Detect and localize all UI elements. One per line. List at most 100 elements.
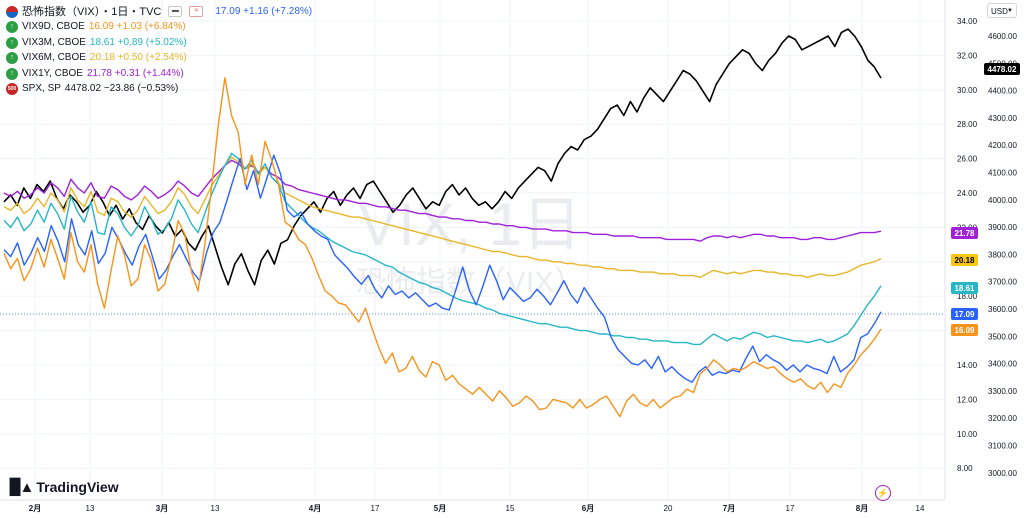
series-line-vix1y xyxy=(3,159,882,242)
chart-watermark: VIX, 1日 恐怖指数（VIX） xyxy=(356,191,584,299)
series-line-vix9d xyxy=(3,77,882,418)
arrow-up-icon: ↑ xyxy=(6,67,18,80)
index-axis-tick: 4100.00 xyxy=(988,169,1017,178)
legend-value: 4478.02 −23.86 (−0.53%) xyxy=(64,83,179,95)
time-axis-tick: 5月 xyxy=(434,504,446,513)
time-axis-tick: 13 xyxy=(211,504,220,513)
price-label-box xyxy=(951,227,978,239)
brand-name: TradingView xyxy=(36,479,119,495)
legend-symbol: VIX1Y, CBOE xyxy=(22,67,83,79)
vix-axis-tick: 14.00 xyxy=(957,361,978,370)
chevron-down-icon: ▼ xyxy=(1007,8,1013,14)
legend-value: 18.61 +0.89 (+5.02%) xyxy=(89,36,187,48)
index-axis-tick: 3500.00 xyxy=(988,332,1017,341)
vix-axis-tick: 12.00 xyxy=(957,395,978,404)
us-flag-icon xyxy=(6,5,18,18)
vix-axis-tick: 28.00 xyxy=(957,120,978,129)
arrow-up-icon: ↑ xyxy=(6,21,18,34)
vix-axis-tick: 34.00 xyxy=(957,17,978,26)
legend-row-vix3m[interactable]: ↑ VIX3M, CBOE 18.61 +0.89 (+5.02%) xyxy=(6,35,312,51)
index-axis-tick: 3600.00 xyxy=(988,305,1017,314)
time-axis-tick: 4月 xyxy=(309,504,321,513)
price-label-box xyxy=(951,254,978,266)
legend-value: 21.78 +0.31 (+1.44%) xyxy=(86,67,184,79)
index-axis-tick: 3800.00 xyxy=(988,250,1017,259)
visibility-toggle-icon[interactable]: ▬ xyxy=(168,6,183,18)
legend-value: 16.09 +1.03 (+6.84%) xyxy=(88,21,186,33)
volatility-axis: 34.0032.0030.0028.0026.0024.0022.0020.00… xyxy=(957,17,978,473)
price-label-box xyxy=(984,63,1020,75)
legend: 恐怖指数（VIX）・1日・TVC ▬ ≈ 17.09 +1.16 (+7.28%… xyxy=(6,4,312,97)
time-axis-tick: 17 xyxy=(786,504,795,513)
series-line-vix xyxy=(3,154,882,383)
brand-logo[interactable]: ▉▲ TradingView xyxy=(10,478,119,496)
index-axis-tick: 3200.00 xyxy=(988,414,1017,423)
time-axis-tick: 17 xyxy=(371,504,380,513)
vix-axis-tick: 26.00 xyxy=(957,155,978,164)
arrow-up-icon: ↑ xyxy=(6,36,18,49)
price-label-text: 18.61 xyxy=(954,284,975,293)
last-value-labels: 4478.02 21.78 20.18 18.61 17.09 16.09 xyxy=(951,63,1020,336)
index-axis-tick: 3100.00 xyxy=(988,442,1017,451)
price-label-box xyxy=(951,308,978,320)
currency-selector[interactable]: USD ▼ xyxy=(987,3,1017,18)
vix-axis-tick: 32.00 xyxy=(957,51,978,60)
price-label-text: 17.09 xyxy=(954,310,975,319)
legend-value: 20.18 +0.50 (+2.54%) xyxy=(89,52,187,64)
index-axis-tick: 3300.00 xyxy=(988,387,1017,396)
time-axis-tick: 13 xyxy=(86,504,95,513)
chart-grid xyxy=(0,0,945,500)
index-axis-tick: 4600.00 xyxy=(988,32,1017,41)
currency-label: USD xyxy=(991,7,1008,16)
vix-axis-tick: 18.00 xyxy=(957,292,978,301)
series-line-vix3m xyxy=(3,152,882,346)
price-label-text: 20.18 xyxy=(954,256,975,265)
sp-icon: 500 xyxy=(6,83,18,96)
index-axis-tick: 4200.00 xyxy=(988,141,1017,150)
index-axis-tick: 3900.00 xyxy=(988,223,1017,232)
arrow-up-icon: ↑ xyxy=(6,52,18,65)
watermark-line-2: 恐怖指数（VIX） xyxy=(356,266,584,299)
index-price-axis: 4600.004500.004400.004300.004200.004100.… xyxy=(988,32,1017,478)
index-axis-tick: 4400.00 xyxy=(988,87,1017,96)
index-axis-tick: 4000.00 xyxy=(988,196,1017,205)
time-axis-tick: 8月 xyxy=(856,504,868,513)
series-line-vix6m xyxy=(3,156,882,278)
legend-row-vix9d[interactable]: ↑ VIX9D, CBOE 16.09 +1.03 (+6.84%) xyxy=(6,20,312,36)
legend-symbol: VIX6M, CBOE xyxy=(22,52,86,64)
legend-symbol: SPX, SP xyxy=(22,83,61,95)
index-axis-tick: 3400.00 xyxy=(988,360,1017,369)
main-symbol-value: 17.09 +1.16 (+7.28%) xyxy=(215,5,313,17)
main-symbol-title: 恐怖指数（VIX）・1日・TVC xyxy=(22,5,162,18)
price-label-text: 4478.02 xyxy=(988,65,1017,74)
time-axis-tick: 7月 xyxy=(723,504,735,513)
watermark-line-1: VIX, 1日 xyxy=(358,191,581,258)
price-label-text: 21.78 xyxy=(954,229,975,238)
time-axis-tick: 14 xyxy=(916,504,925,513)
series-layer xyxy=(3,28,882,418)
index-axis-tick: 3700.00 xyxy=(988,278,1017,287)
vix-axis-tick: 30.00 xyxy=(957,86,978,95)
price-label-box xyxy=(951,324,978,336)
time-axis-tick: 6月 xyxy=(582,504,594,513)
compare-toggle-icon[interactable]: ≈ xyxy=(189,6,204,18)
time-axis-tick: 20 xyxy=(664,504,673,513)
time-axis-tick: 15 xyxy=(506,504,515,513)
price-label-box xyxy=(951,282,978,294)
legend-row-vix6m[interactable]: ↑ VIX6M, CBOE 20.18 +0.50 (+2.54%) xyxy=(6,51,312,67)
time-axis-tick: 2月 xyxy=(29,504,41,513)
legend-main-row[interactable]: 恐怖指数（VIX）・1日・TVC ▬ ≈ 17.09 +1.16 (+7.28%… xyxy=(6,4,312,20)
tradingview-logo-icon: ▉▲ xyxy=(10,479,34,496)
time-axis: 2月 13 3月 13 4月 17 5月 15 6月 20 7月 17 8月 14 xyxy=(29,504,925,513)
vix-axis-tick: 8.00 xyxy=(957,464,973,473)
index-axis-tick: 3000.00 xyxy=(988,469,1017,478)
lightning-icon[interactable]: ⚡ xyxy=(875,485,891,501)
vix-axis-tick: 10.00 xyxy=(957,430,978,439)
index-axis-tick: 4300.00 xyxy=(988,114,1017,123)
vix-axis-tick: 24.00 xyxy=(957,189,978,198)
legend-row-spx[interactable]: 500 SPX, SP 4478.02 −23.86 (−0.53%) xyxy=(6,82,312,98)
legend-row-vix1y[interactable]: ↑ VIX1Y, CBOE 21.78 +0.31 (+1.44%) xyxy=(6,66,312,82)
legend-symbol: VIX3M, CBOE xyxy=(22,36,86,48)
price-label-text: 16.09 xyxy=(954,326,975,335)
